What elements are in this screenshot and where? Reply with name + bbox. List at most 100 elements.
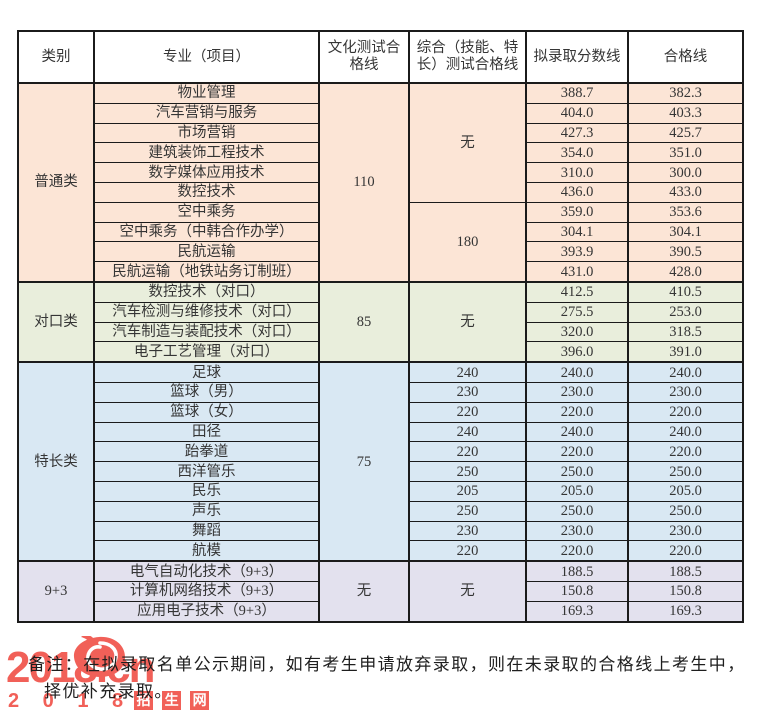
table-row: 汽车检测与维修技术（对口） 275.5 253.0 — [18, 301, 744, 323]
table-row: 民航运输 393.9 390.5 — [18, 241, 744, 263]
pass-line-cell: 250.0 — [627, 461, 744, 482]
pass-line-cell: 188.5 — [627, 560, 744, 582]
comprehensive-line-cell: 240 — [408, 361, 527, 383]
pass-line-cell: 300.0 — [627, 162, 744, 183]
table-row: 应用电子技术（9+3） 169.3 169.3 — [18, 600, 744, 623]
table-row: 篮球（女） 220 220.0 220.0 — [18, 401, 744, 423]
table-header: 类别 专业（项目） 文化测试合格线 综合（技能、特长）测试合格线 拟录取分数线 … — [17, 30, 744, 84]
category-cell: 9+3 — [17, 560, 95, 623]
major-cell: 声乐 — [93, 500, 320, 522]
pass-line-cell: 220.0 — [627, 540, 744, 562]
table-row: 特长类 足球 75 240 240.0 240.0 — [17, 361, 744, 562]
proposed-score-cell: 393.9 — [525, 241, 629, 263]
major-cell: 数字媒体应用技术 — [93, 162, 320, 183]
pass-line-cell: 220.0 — [627, 441, 744, 463]
pass-line-cell: 433.0 — [627, 181, 744, 203]
table-row: 田径 240 240.0 240.0 — [18, 421, 744, 443]
major-cell: 跆拳道 — [93, 441, 320, 463]
pass-line-cell: 240.0 — [627, 421, 744, 443]
table-row: 对口类 数控技术（对口） 85 无 412.5 410.5 — [17, 280, 744, 363]
proposed-score-cell: 427.3 — [525, 122, 629, 144]
proposed-score-cell: 436.0 — [525, 181, 629, 203]
pass-line-cell: 240.0 — [627, 361, 744, 383]
score-table-body: 普通类 物业管理 110 无 388.7 382.3 汽车营销与服务 404.0 403.3 市场… — [17, 81, 744, 623]
table-row: 汽车制造与装配技术（对口） 320.0 318.5 — [18, 321, 744, 343]
category-cell: 特长类 — [17, 361, 95, 562]
major-cell: 民航运输（地铁站务订制班） — [93, 261, 320, 283]
proposed-score-cell: 404.0 — [525, 102, 629, 124]
proposed-score-cell: 220.0 — [525, 401, 629, 423]
major-cell: 篮球（女） — [93, 401, 320, 423]
proposed-score-cell: 250.0 — [525, 500, 629, 522]
proposed-score-cell: 275.5 — [525, 301, 629, 323]
comprehensive-line-cell: 220 — [408, 401, 527, 423]
culture-line-cell: 85 — [318, 280, 410, 363]
table-row: 普通类 物业管理 110 无 388.7 382.3 — [17, 81, 744, 283]
footnote: 备注：在拟录取名单公示期间，如有考生申请放弃录取，则在未录取的合格线上考生中， … — [28, 651, 758, 705]
table-row: 空中乘务（中韩合作办学） 304.1 304.1 — [18, 221, 744, 243]
table-row: 民乐 205 205.0 205.0 — [18, 480, 744, 502]
pass-line-cell: 382.3 — [627, 81, 744, 104]
comprehensive-line-cell: 240 — [408, 421, 527, 443]
major-cell: 计算机网络技术（9+3） — [93, 580, 320, 602]
comprehensive-line-cell: 无 — [408, 560, 527, 623]
comprehensive-line-cell: 220 — [408, 540, 527, 562]
major-cell: 民航运输 — [93, 241, 320, 263]
table-row: 数控技术 436.0 433.0 — [18, 181, 744, 203]
pass-line-cell: 353.6 — [627, 201, 744, 223]
proposed-score-cell: 388.7 — [525, 81, 629, 104]
major-cell: 汽车检测与维修技术（对口） — [93, 301, 320, 323]
proposed-score-cell: 320.0 — [525, 321, 629, 343]
pass-line-cell: 169.3 — [627, 600, 744, 623]
watermark-char-wang: 网 — [190, 691, 210, 710]
proposed-score-cell: 310.0 — [525, 162, 629, 183]
comprehensive-line-cell: 205 — [408, 480, 527, 502]
major-cell: 汽车制造与装配技术（对口） — [93, 321, 320, 343]
major-cell: 数控技术 — [93, 181, 320, 203]
culture-line-cell: 75 — [318, 361, 410, 562]
proposed-score-cell: 169.3 — [525, 600, 629, 623]
major-cell: 足球 — [93, 361, 320, 383]
major-cell: 田径 — [93, 421, 320, 443]
proposed-score-cell: 205.0 — [525, 480, 629, 502]
proposed-score-cell: 230.0 — [525, 381, 629, 403]
watermark-year: 2 0 1 8 — [8, 690, 133, 712]
proposed-score-cell: 150.8 — [525, 580, 629, 602]
header-row: 类别 专业（项目） 文化测试合格线 综合（技能、特长）测试合格线 拟录取分数线 … — [17, 30, 744, 84]
pass-line-cell: 410.5 — [627, 280, 744, 303]
major-cell: 民乐 — [93, 480, 320, 502]
pass-line-cell: 351.0 — [627, 142, 744, 164]
major-cell: 空中乘务（中韩合作办学） — [93, 221, 320, 243]
proposed-score-cell: 359.0 — [525, 201, 629, 223]
pass-line-cell: 403.3 — [627, 102, 744, 124]
comprehensive-line-cell: 无 — [408, 280, 527, 363]
watermark-char-sheng: 生 — [162, 691, 182, 710]
footnote-line-1: 备注：在拟录取名单公示期间，如有考生申请放弃录取，则在未录取的合格线上考生中， — [28, 655, 746, 674]
table-row: 数字媒体应用技术 310.0 300.0 — [18, 162, 744, 183]
category-cell: 对口类 — [17, 280, 95, 363]
proposed-score-cell: 220.0 — [525, 540, 629, 562]
header-category: 类别 — [17, 30, 95, 84]
major-cell: 数控技术（对口） — [93, 280, 320, 303]
watermark-char-zhao: 招 — [134, 691, 154, 710]
pass-line-cell: 150.8 — [627, 580, 744, 602]
table-row: 跆拳道 220 220.0 220.0 — [18, 441, 744, 463]
major-cell: 应用电子技术（9+3） — [93, 600, 320, 623]
major-cell: 物业管理 — [93, 81, 320, 104]
major-cell: 空中乘务 — [93, 201, 320, 223]
comprehensive-line-cell: 250 — [408, 461, 527, 482]
comprehensive-line-cell: 220 — [408, 441, 527, 463]
proposed-score-cell: 230.0 — [525, 520, 629, 542]
pass-line-cell: 391.0 — [627, 341, 744, 363]
major-cell: 建筑装饰工程技术 — [93, 142, 320, 164]
proposed-score-cell: 250.0 — [525, 461, 629, 482]
table-row: 民航运输（地铁站务订制班） 431.0 428.0 — [18, 261, 744, 283]
pass-line-cell: 205.0 — [627, 480, 744, 502]
proposed-score-cell: 431.0 — [525, 261, 629, 283]
major-cell: 西洋管乐 — [93, 461, 320, 482]
table-row: 航模 220 220.0 220.0 — [18, 540, 744, 562]
comprehensive-line-cell: 250 — [408, 500, 527, 522]
